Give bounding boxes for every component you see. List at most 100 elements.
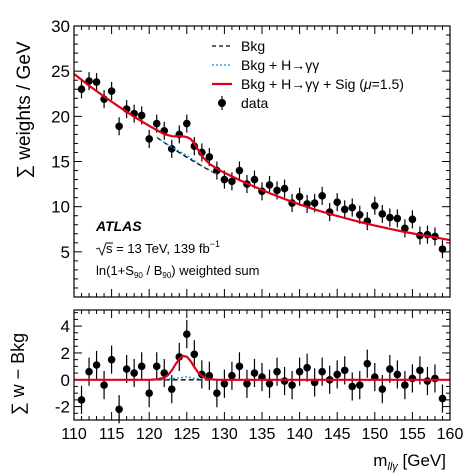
upper-data-point bbox=[273, 186, 281, 195]
upper-data-point bbox=[348, 203, 357, 212]
lower-data-point bbox=[423, 377, 432, 385]
upper-y-tick-label: 30 bbox=[51, 17, 70, 36]
legend-bkg-higgs-arrow: → bbox=[291, 57, 305, 73]
x-tick-label: 145 bbox=[324, 426, 351, 443]
lower-data-point bbox=[363, 359, 372, 368]
lower-data-point bbox=[386, 365, 394, 373]
lower-y-tick-label: 4 bbox=[61, 317, 70, 336]
upper-data-point bbox=[205, 153, 214, 161]
upper-data-point bbox=[280, 184, 289, 193]
weighting-sub-b: 90 bbox=[162, 271, 171, 280]
legend-full-suffix: =1.5) bbox=[372, 76, 404, 92]
lower-data-point bbox=[92, 361, 101, 369]
lower-plot-frame bbox=[73, 309, 451, 421]
legend-bkg-higgs-suffix: γγ bbox=[305, 57, 319, 73]
lower-data-point bbox=[235, 362, 244, 371]
weighting-sub-s: 90 bbox=[134, 271, 143, 280]
weighting-prefix: ln(1+S bbox=[96, 263, 134, 278]
lower-data-point bbox=[318, 367, 326, 376]
x-tick-label: 135 bbox=[249, 426, 276, 443]
lower-data-point bbox=[220, 379, 229, 388]
upper-data-point bbox=[355, 210, 364, 219]
lower-data-point bbox=[107, 355, 116, 364]
upper-y-axis-label: ∑ weights / GeV bbox=[14, 41, 35, 178]
upper-data-point bbox=[228, 177, 236, 186]
upper-data-point bbox=[265, 181, 274, 189]
x-axis-title-main: m bbox=[373, 451, 387, 470]
energy-text: s = 13 TeV, 139 fb−1 bbox=[106, 239, 220, 256]
upper-data-point bbox=[310, 199, 319, 207]
x-tick-label: 160 bbox=[437, 426, 464, 443]
upper-data-point bbox=[235, 166, 244, 175]
lower-y-tick-label: 0 bbox=[61, 371, 70, 390]
lower-data-point bbox=[340, 366, 349, 375]
legend: Bkg Bkg + H→γγ Bkg + H→γγ + Sig (μ=1.5) … bbox=[212, 38, 404, 111]
lower-data-point bbox=[288, 381, 296, 389]
lower-data-point bbox=[183, 330, 191, 338]
lower-data-point bbox=[190, 350, 199, 359]
upper-data-point bbox=[107, 87, 116, 95]
x-tick-label: 155 bbox=[399, 426, 426, 443]
sqrt-symbol bbox=[95, 242, 113, 257]
upper-plot-frame bbox=[73, 25, 451, 298]
upper-data-point bbox=[295, 192, 304, 201]
upper-data-point bbox=[77, 85, 86, 94]
x-tick-label: 115 bbox=[99, 426, 125, 443]
legend-full-arrow: → bbox=[291, 76, 305, 92]
lower-data-point bbox=[393, 370, 402, 379]
upper-data-point bbox=[340, 205, 349, 214]
lower-data-point bbox=[438, 394, 447, 403]
legend-full-mu: μ bbox=[363, 76, 372, 92]
lower-data-point bbox=[160, 369, 169, 377]
upper-full-model-curve bbox=[73, 73, 451, 242]
energy-annotation: s = 13 TeV, 139 fb−1 bbox=[95, 239, 220, 257]
legend-full-middle: γγ + Sig ( bbox=[305, 76, 364, 92]
lower-data-point bbox=[167, 385, 176, 393]
upper-data-point bbox=[145, 135, 153, 143]
upper-data-point bbox=[408, 215, 417, 224]
lower-y-axis-title: ∑ w − Bkg bbox=[8, 333, 28, 415]
lower-y-tick-label: -2 bbox=[55, 398, 70, 417]
upper-data-point bbox=[378, 210, 387, 218]
upper-data-point bbox=[115, 122, 123, 131]
lower-series-group bbox=[74, 320, 450, 424]
upper-data-point bbox=[318, 192, 326, 200]
lower-data-point bbox=[213, 389, 221, 397]
lower-data-point bbox=[152, 362, 161, 371]
upper-data-point bbox=[386, 213, 394, 222]
lower-data-point bbox=[355, 381, 364, 389]
lower-data-point bbox=[137, 362, 146, 371]
upper-data-point bbox=[393, 214, 402, 223]
x-tick-label: 130 bbox=[211, 426, 238, 443]
upper-y-tick-label: 5 bbox=[61, 243, 70, 262]
lower-axes: 110 115 120 125 130 135 140 145 150 155 160 -2 0 2 4 bbox=[55, 310, 464, 443]
upper-data-point bbox=[183, 119, 191, 128]
lower-data-point bbox=[265, 379, 274, 388]
x-axis-title-subscript: llγ bbox=[387, 461, 399, 473]
legend-bkg-higgs-label: Bkg + H→γγ bbox=[241, 57, 319, 73]
upper-data-point bbox=[92, 78, 101, 86]
lower-data-point bbox=[145, 389, 153, 397]
legend-full-prefix: Bkg + H bbox=[241, 76, 291, 92]
lower-data-point bbox=[280, 377, 289, 385]
legend-bkg-higgs-prefix: Bkg + H bbox=[241, 57, 291, 73]
lower-data-point bbox=[408, 374, 417, 383]
energy-exponent: −1 bbox=[210, 239, 220, 249]
upper-axes: 5 10 15 20 25 30 bbox=[51, 17, 451, 298]
lower-data-point bbox=[303, 363, 311, 372]
lower-data-point bbox=[416, 366, 424, 375]
lower-data-point bbox=[122, 365, 131, 373]
upper-data-point bbox=[250, 175, 259, 184]
lower-data-point bbox=[250, 369, 259, 377]
lower-data-point bbox=[100, 381, 108, 389]
x-tick-label: 120 bbox=[136, 426, 163, 443]
lower-data-point bbox=[77, 396, 86, 404]
upper-series-group bbox=[73, 72, 451, 259]
upper-data-point bbox=[137, 111, 146, 120]
lower-data-point bbox=[348, 382, 357, 391]
atlas-label: ATLAS bbox=[95, 218, 142, 234]
upper-data-point bbox=[371, 201, 379, 210]
annotation-block: ATLAS s = 13 TeV, 139 fb−1 ln(1+S90 / B9… bbox=[95, 218, 259, 280]
lower-data-point bbox=[333, 370, 342, 379]
legend-bkg-label: Bkg bbox=[241, 38, 265, 54]
